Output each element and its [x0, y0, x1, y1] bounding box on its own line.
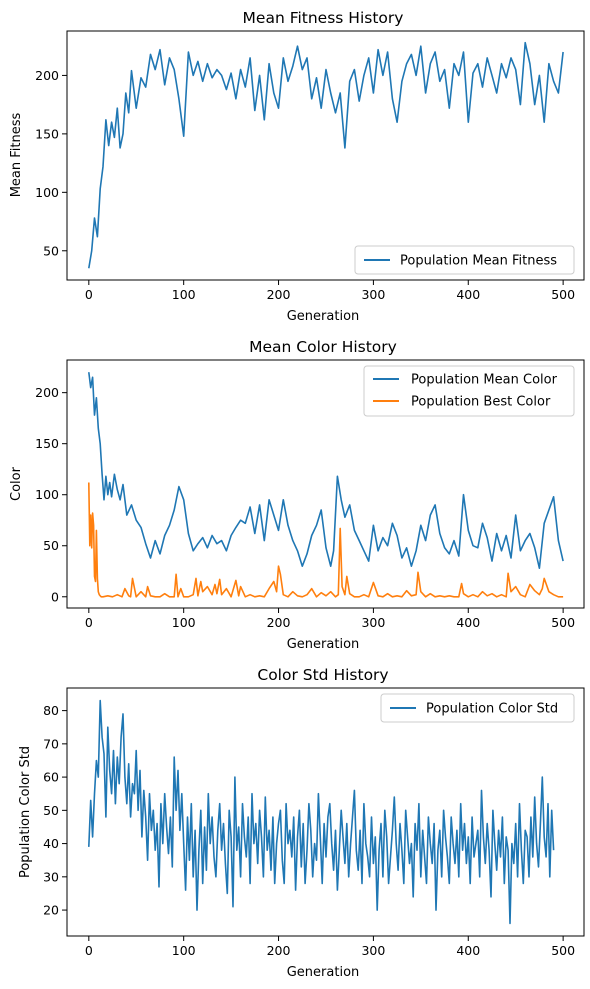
series-line-1-0 — [88, 41, 564, 269]
x-tick-label-1-1: 100 — [172, 287, 196, 302]
x-tick-label-2-5: 500 — [551, 615, 575, 630]
x-tick-label-3-2: 200 — [267, 943, 291, 958]
y-tick-label-3-2: 40 — [43, 836, 59, 851]
x-tick-label-1-4: 400 — [456, 287, 480, 302]
x-tick-label-3-1: 100 — [172, 943, 196, 958]
y-tick-label-1-0: 50 — [43, 243, 59, 258]
series-layer-3 — [88, 699, 555, 925]
chart-panel-3: Color Std History 0 100 200 300 400 500 20 30 40… — [18, 666, 585, 980]
x-axis-label-3: Generation — [287, 965, 360, 980]
y-tick-label-3-0: 20 — [43, 903, 59, 918]
legend-label-2-0: Population Mean Color — [411, 373, 558, 388]
x-tick-label-3-3: 300 — [361, 943, 385, 958]
y-tick-label-2-4: 200 — [35, 385, 59, 400]
y-tick-label-3-1: 30 — [43, 869, 59, 884]
ticks-3: 0 100 200 300 400 500 20 30 40 50 60 70 80 — [43, 703, 575, 958]
legend-label-3-0: Population Color Std — [426, 702, 558, 717]
x-tick-label-3-5: 500 — [551, 943, 575, 958]
legend-1: Population Mean Fitness — [354, 245, 575, 275]
x-tick-label-1-0: 0 — [85, 287, 93, 302]
x-axis-label-2: Generation — [287, 637, 360, 652]
y-tick-label-2-2: 100 — [35, 487, 59, 502]
ticks-2: 0 100 200 300 400 500 0 50 100 150 200 — [35, 385, 575, 630]
x-tick-label-1-2: 200 — [267, 287, 291, 302]
x-tick-label-2-3: 300 — [361, 615, 385, 630]
y-tick-label-2-0: 0 — [51, 589, 59, 604]
y-tick-label-1-2: 150 — [35, 126, 59, 141]
x-tick-label-2-4: 400 — [456, 615, 480, 630]
chart-panel-1: Mean Fitness History 0 100 200 300 400 500 50 1… — [9, 9, 585, 324]
series-line-2-1 — [88, 482, 564, 598]
legend-2: Population Mean Color Population Best Co… — [363, 365, 575, 417]
x-tick-label-2-1: 100 — [172, 615, 196, 630]
chart-title-3: Color Std History — [257, 666, 388, 684]
y-tick-label-1-3: 200 — [35, 68, 59, 83]
legend-frame-1 — [354, 245, 575, 275]
chart-title-1: Mean Fitness History — [243, 9, 404, 27]
legend-3: Population Color Std — [380, 693, 575, 723]
y-tick-label-2-1: 50 — [43, 538, 59, 553]
y-tick-label-1-1: 100 — [35, 185, 59, 200]
chart-title-2: Mean Color History — [249, 338, 397, 356]
y-axis-label-1: Mean Fitness — [9, 112, 24, 197]
legend-label-2-1: Population Best Color — [411, 395, 551, 410]
x-tick-label-3-0: 0 — [85, 943, 93, 958]
legend-label-1-0: Population Mean Fitness — [400, 254, 557, 269]
series-line-3-0 — [88, 699, 555, 925]
y-tick-label-3-3: 50 — [43, 803, 59, 818]
y-axis-label-3: Population Color Std — [18, 746, 33, 878]
x-axis-label-1: Generation — [287, 309, 360, 324]
legend-frame-2 — [363, 365, 575, 417]
y-tick-label-3-6: 80 — [43, 703, 59, 718]
x-tick-label-1-3: 300 — [361, 287, 385, 302]
plot-area-2 — [66, 359, 585, 609]
legend-frame-3 — [380, 693, 575, 723]
x-tick-label-2-0: 0 — [85, 615, 93, 630]
y-axis-label-2: Color — [9, 466, 24, 501]
ticks-1: 0 100 200 300 400 500 50 100 150 200 — [35, 68, 575, 302]
x-tick-label-3-4: 400 — [456, 943, 480, 958]
y-tick-label-2-3: 150 — [35, 436, 59, 451]
series-layer-2 — [88, 372, 564, 598]
plot-area-3 — [66, 687, 585, 937]
plot-area-1 — [66, 30, 585, 281]
chart-panel-2: Mean Color History 0 100 200 300 400 500 0 50 10… — [9, 338, 585, 652]
series-layer-1 — [88, 41, 564, 269]
x-tick-label-1-5: 500 — [551, 287, 575, 302]
x-tick-label-2-2: 200 — [267, 615, 291, 630]
series-line-2-0 — [88, 372, 564, 570]
y-tick-label-3-4: 60 — [43, 770, 59, 785]
y-tick-label-3-5: 70 — [43, 736, 59, 751]
